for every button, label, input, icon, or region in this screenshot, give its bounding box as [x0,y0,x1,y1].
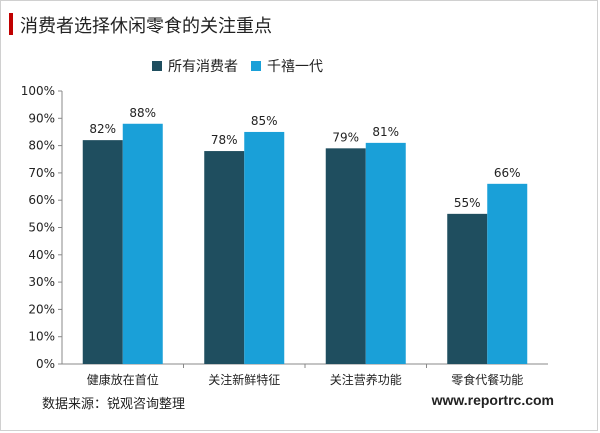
legend-swatch-series2 [251,61,261,71]
data-label: 79% [332,130,359,144]
x-category-label: 零食代餐功能 [451,372,523,387]
bar [204,151,245,364]
y-tick-label: 30% [28,275,55,289]
bar [365,142,406,364]
y-tick-label: 70% [28,166,55,180]
data-label: 88% [129,106,156,120]
bar [122,123,163,364]
y-tick-label: 90% [28,111,55,125]
data-label: 82% [89,122,116,136]
data-label: 78% [211,133,238,147]
y-tick-label: 60% [28,193,55,207]
chart-title: 消费者选择休闲零食的关注重点 [20,16,272,37]
x-category-label: 健康放在首位 [87,372,159,387]
legend-item-series2: 千禧一代 [251,56,323,76]
y-tick-label: 80% [28,139,55,153]
y-tick-label: 40% [28,248,55,262]
data-label: 81% [372,125,399,139]
data-source: 数据来源：锐观咨询整理 [42,397,186,412]
title-accent-bar [9,13,13,35]
legend-item-series1: 所有消费者 [152,56,238,76]
y-tick-label: 10% [28,330,55,344]
y-tick-label: 50% [28,221,55,235]
data-label: 85% [251,114,278,128]
data-label: 66% [494,166,521,180]
bar [244,131,285,364]
bar [325,148,366,364]
y-tick-label: 100% [21,84,55,98]
x-category-label: 关注新鲜特征 [208,372,280,387]
y-tick-label: 0% [36,357,55,371]
legend-label-series1: 所有消费者 [168,59,238,75]
y-tick-label: 20% [28,302,55,316]
x-category-label: 关注营养功能 [330,372,402,387]
data-label: 55% [454,196,481,210]
bar [82,140,123,364]
legend-label-series2: 千禧一代 [267,59,323,75]
bar [447,213,488,364]
bar [487,183,528,364]
website-url: www.reportrc.com [431,392,554,408]
legend-swatch-series1 [152,61,162,71]
legend: 所有消费者 千禧一代 [0,56,600,76]
